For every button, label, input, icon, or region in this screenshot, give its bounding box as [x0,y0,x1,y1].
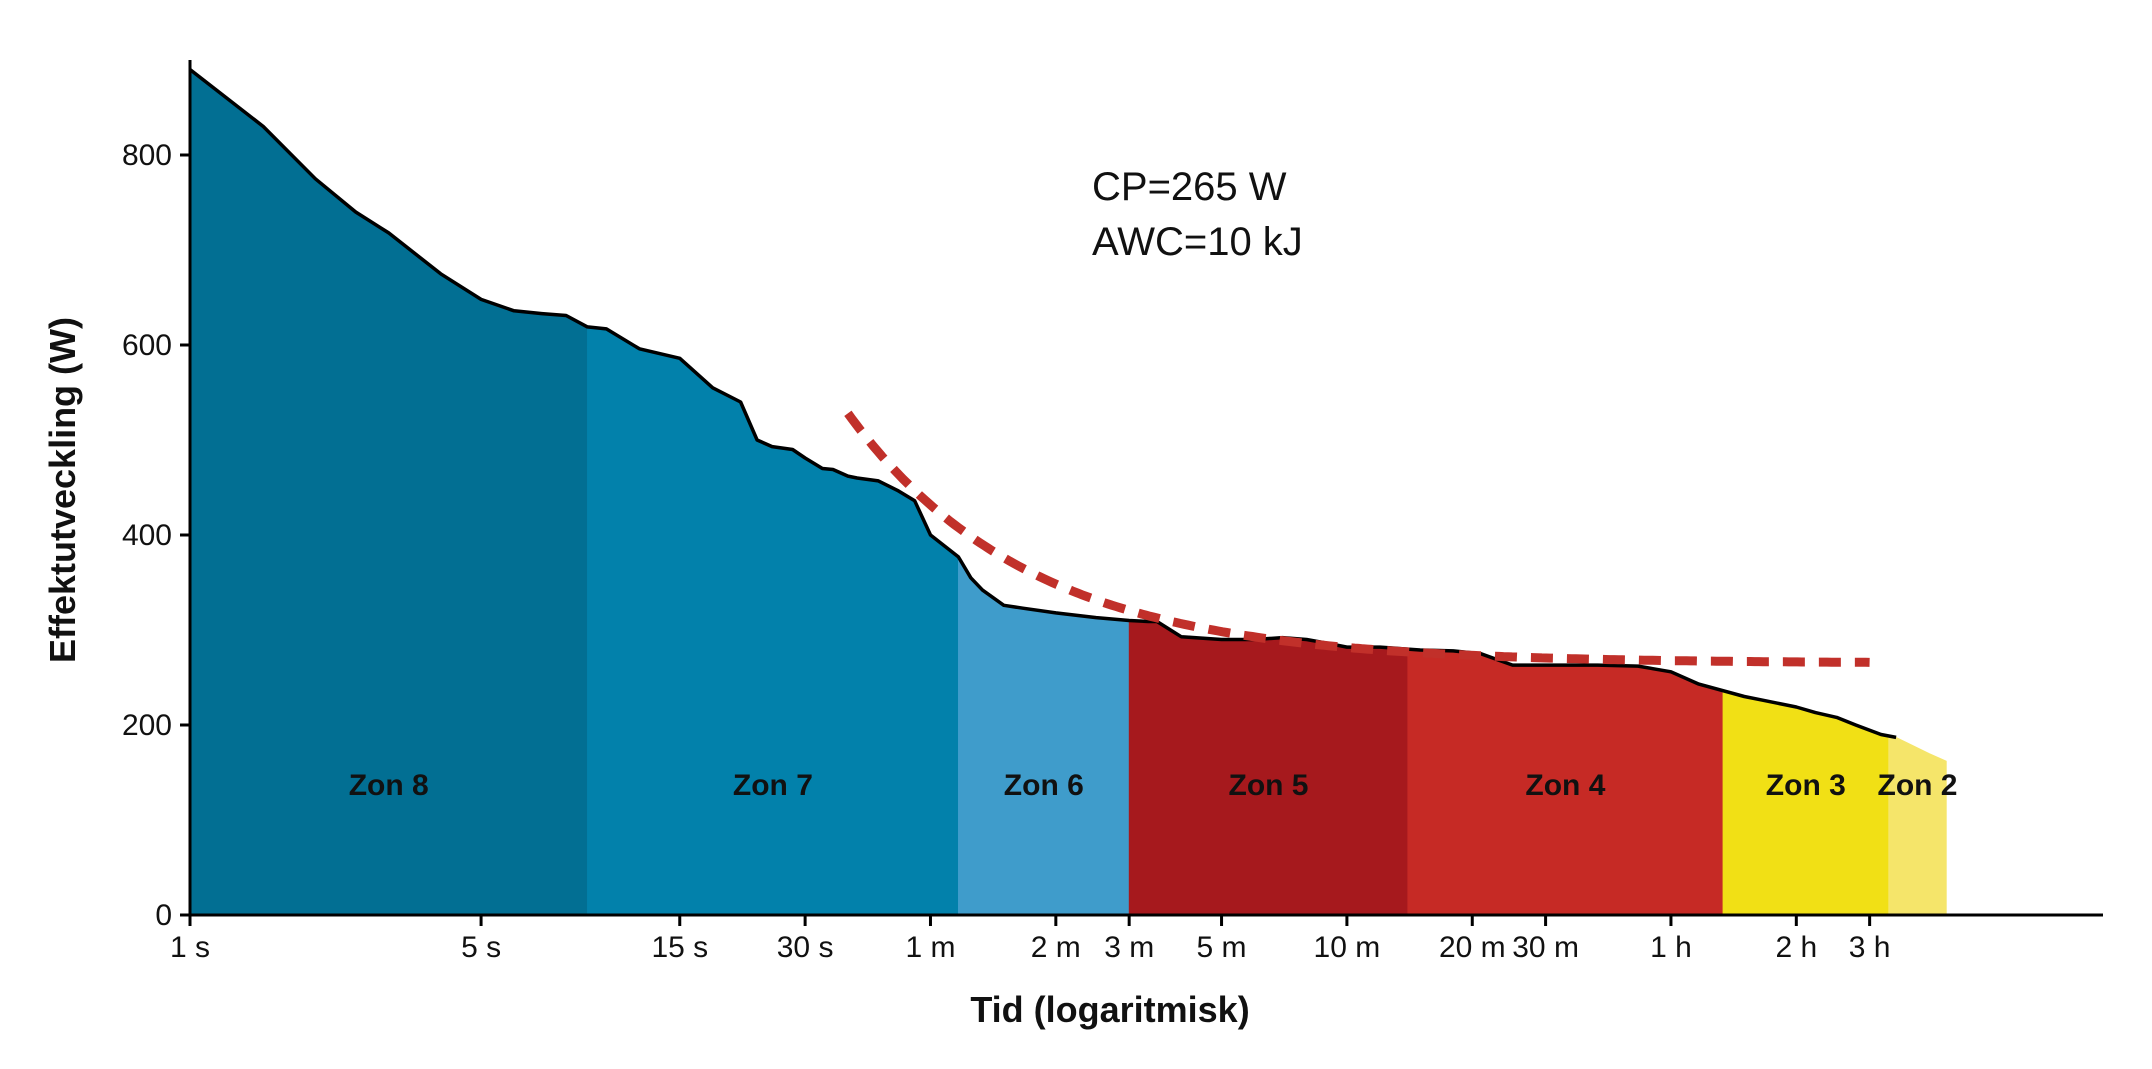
x-tick-label: 5 s [461,931,501,964]
zone-areas [189,68,1947,916]
zone-area-7 [1888,735,1947,916]
x-tick-label: 2 h [1775,931,1817,964]
x-axis-ticks: 1 s 5 s 15 s 30 s 1 m 2 m 3 m 5 m 10 m 20 m 30 m 1 … [170,915,1890,964]
x-tick-label: 5 m [1196,931,1246,964]
x-tick-label: 30 m [1512,931,1579,964]
x-tick-label: 30 s [777,931,834,964]
x-axis-title: Tid (logaritmisk) [970,989,1249,1030]
critical-power-dashed-curve [844,410,1870,667]
x-tick-label: 3 h [1849,931,1891,964]
zone-label: Zon 6 [1004,769,1084,802]
zone-label: Zon 5 [1229,769,1309,802]
x-tick-label: 1 h [1650,931,1692,964]
x-tick-label: 1 s [170,931,210,964]
zone-label: Zon 4 [1525,769,1605,802]
y-tick-label: 600 [122,329,172,362]
x-tick-label: 10 m [1314,931,1381,964]
zone-label: Zon 8 [349,769,429,802]
x-tick-label: 15 s [651,931,708,964]
power-curve-line [188,68,1897,740]
x-tick-label: 20 m [1439,931,1506,964]
x-tick-label: 2 m [1031,931,1081,964]
y-axis-ticks: 0 200 400 600 800 [122,139,190,932]
y-tick-label: 200 [122,709,172,742]
y-axis-title: Effektutveckling (W) [42,317,83,663]
cp-annotation: CP=265 W [1092,165,1287,209]
zone-area-4 [1128,620,1409,916]
y-tick-label: 800 [122,139,172,172]
zone-labels: Zon 8 Zon 7 Zon 6 Zon 5 Zon 4 Zon 3 Zon 2 [349,769,1958,802]
zone-label: Zon 2 [1878,769,1958,802]
y-tick-label: 400 [122,519,172,552]
zone-label: Zon 3 [1766,769,1846,802]
y-tick-label: 0 [155,899,172,932]
zone-area-6 [1722,690,1890,916]
x-tick-label: 1 m [905,931,955,964]
awc-annotation: AWC=10 kJ [1092,220,1303,264]
zone-label: Zon 7 [733,769,813,802]
zone-area-2 [587,326,959,916]
x-tick-label: 3 m [1104,931,1154,964]
